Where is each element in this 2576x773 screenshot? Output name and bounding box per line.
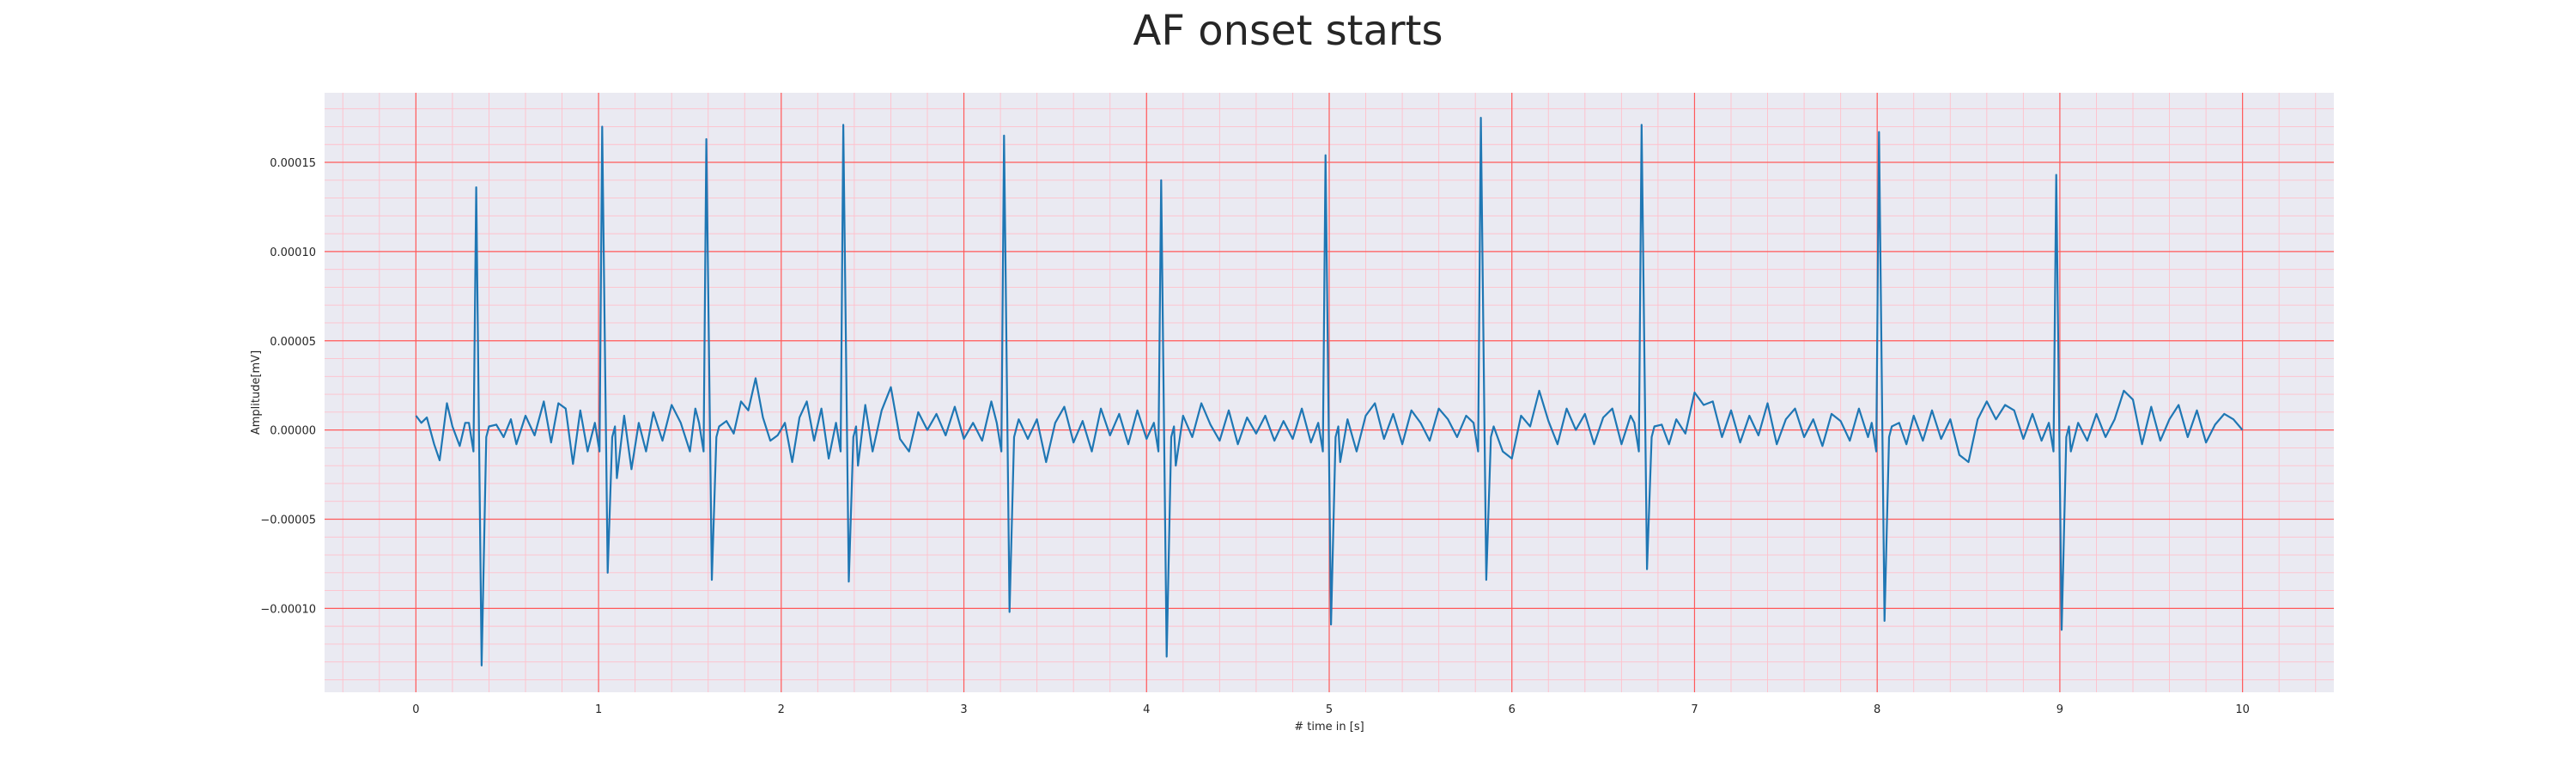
y-tick-label: 0.00015 (270, 157, 316, 170)
x-tick-label: 1 (595, 703, 602, 716)
x-tick-label: 9 (2057, 703, 2063, 716)
chart-title: AF onset starts (1133, 7, 1443, 55)
x-tick-label: 8 (1874, 703, 1880, 716)
x-tick-label: 3 (960, 703, 967, 716)
y-tick-labels: 0.00015 0.00010 0.00005 0.00000 −0.00005 −0.0… (260, 157, 316, 616)
x-tick-label: 6 (1509, 703, 1516, 716)
y-tick-label: −0.00010 (260, 603, 316, 616)
x-tick-label: 7 (1691, 703, 1698, 716)
x-tick-label: 10 (2235, 703, 2250, 716)
y-tick-label: −0.00005 (260, 514, 316, 526)
y-tick-label: 0.00010 (270, 247, 316, 259)
x-tick-label: 2 (778, 703, 785, 716)
x-tick-labels: 0 1 2 3 4 5 6 7 8 9 10 (412, 703, 2250, 716)
y-axis-label: Amplitude[mV] (250, 350, 263, 435)
x-tick-label: 4 (1143, 703, 1150, 716)
series-group (415, 117, 2244, 666)
x-axis-label: # time in [s] (1294, 721, 1364, 733)
x-tick-label: 5 (1326, 703, 1333, 716)
y-tick-label: 0.00000 (270, 425, 316, 438)
series-line-0 (415, 117, 2244, 666)
x-tick-label: 0 (412, 703, 419, 716)
y-tick-label: 0.00005 (270, 336, 316, 349)
